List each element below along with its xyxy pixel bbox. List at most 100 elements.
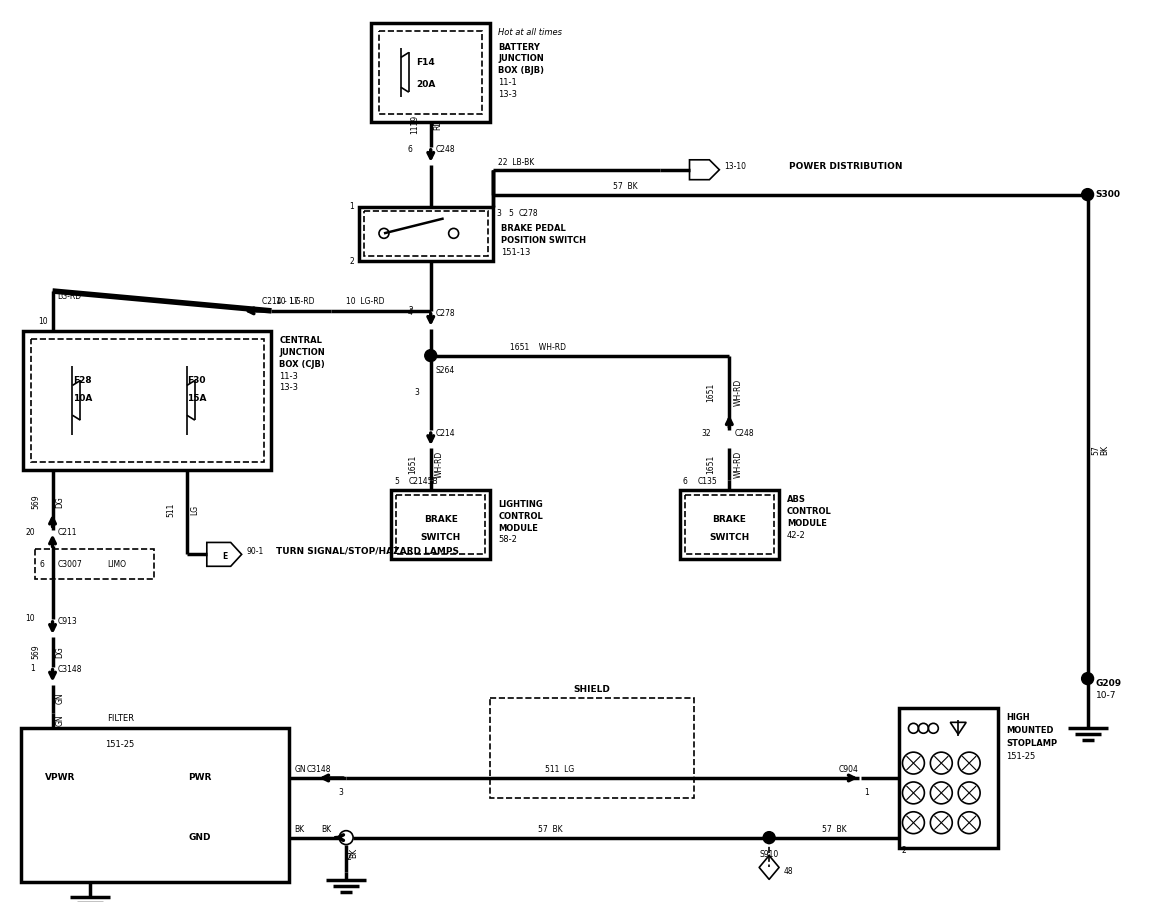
Text: S264: S264 [436,366,455,375]
Text: C278: C278 [436,310,456,319]
Text: 57  BK: 57 BK [822,824,846,834]
Text: GN: GN [55,692,64,704]
Text: DG: DG [55,646,64,658]
Text: 3: 3 [497,208,502,217]
Text: PWR: PWR [189,774,211,783]
Text: 10A: 10A [73,394,93,403]
Text: VPWR: VPWR [46,774,76,783]
Text: F28: F28 [73,376,91,385]
Bar [396,495,485,555]
Text: 11-3: 11-3 [279,371,299,380]
Circle shape [1082,672,1093,684]
Text: LIMO: LIMO [108,560,127,569]
Text: 22  LB-BK: 22 LB-BK [498,157,534,167]
Text: S910: S910 [759,850,778,859]
Text: BK: BK [321,824,332,834]
Text: POWER DISTRIBUTION: POWER DISTRIBUTION [789,162,902,171]
Text: C913: C913 [57,617,77,626]
Text: C135: C135 [697,477,717,486]
Text: G209: G209 [1096,679,1122,688]
Text: C248: C248 [436,146,456,155]
Text: S300: S300 [1096,190,1120,199]
Text: C3007: C3007 [57,560,82,569]
Text: 569: 569 [32,644,41,659]
Text: CONTROL: CONTROL [788,507,832,516]
Text: 6: 6 [408,146,413,155]
Text: 6: 6 [682,477,688,486]
Bar [364,212,489,256]
Text: BRAKE: BRAKE [713,515,747,524]
Text: 13-10: 13-10 [724,162,747,171]
Bar [359,206,493,262]
Text: 5: 5 [394,477,398,486]
Text: 57  BK: 57 BK [613,182,638,191]
Text: GN: GN [294,765,306,774]
Text: 151-13: 151-13 [502,248,531,257]
Text: C278: C278 [518,208,538,217]
Text: 20A: 20A [416,80,436,89]
Text: HIGH: HIGH [1006,713,1030,722]
Text: BRAKE PEDAL: BRAKE PEDAL [502,224,566,233]
Text: 151-25: 151-25 [105,740,135,749]
Text: 2: 2 [349,257,354,266]
Text: JUNCTION: JUNCTION [279,348,325,357]
Bar [684,495,774,555]
Text: BK: BK [1101,445,1110,455]
Text: FILTER: FILTER [107,714,134,723]
Text: 6: 6 [40,560,45,569]
Text: JUNCTION: JUNCTION [498,54,544,63]
Text: RD: RD [434,119,443,129]
Text: WH-RD: WH-RD [435,451,444,478]
Text: 1651: 1651 [408,454,417,473]
Text: GND: GND [189,834,211,843]
Text: 48: 48 [784,867,793,876]
Text: BOX (CJB): BOX (CJB) [279,359,325,368]
Text: 58-2: 58-2 [498,536,517,545]
Circle shape [763,832,775,843]
Text: 57: 57 [1091,445,1101,455]
Text: 1: 1 [29,664,35,673]
Text: 10  LG-RD: 10 LG-RD [346,297,384,306]
Text: MOUNTED: MOUNTED [1006,727,1054,735]
Text: SHIELD: SHIELD [573,684,611,693]
Text: LG: LG [190,505,199,515]
Text: C2145B: C2145B [409,477,438,486]
Text: BRAKE: BRAKE [424,515,457,524]
Text: 511: 511 [166,502,175,517]
Text: BK: BK [349,847,359,858]
Text: GN: GN [55,715,64,726]
Text: 10  LG-RD: 10 LG-RD [277,297,315,306]
Bar [680,490,779,559]
Bar [21,729,289,882]
Text: WH-RD: WH-RD [734,451,742,478]
Text: 32: 32 [702,429,711,438]
Text: C211: C211 [57,528,77,537]
Text: 151-25: 151-25 [1006,752,1035,761]
Bar [490,699,695,798]
Text: POSITION SWITCH: POSITION SWITCH [502,236,586,245]
Text: STOPLAMP: STOPLAMP [1006,739,1057,748]
Text: BOX (BJB): BOX (BJB) [498,66,545,75]
Text: 1651: 1651 [707,383,715,402]
Text: 1: 1 [349,202,354,211]
Bar [35,549,154,579]
Circle shape [424,349,437,362]
Text: 10: 10 [25,614,35,624]
Text: CENTRAL: CENTRAL [279,336,322,345]
Text: WH-RD: WH-RD [734,379,742,406]
Text: 10-7: 10-7 [1096,691,1116,700]
Text: 3: 3 [339,788,343,797]
Text: LIGHTING: LIGHTING [498,500,543,509]
Text: 5: 5 [509,208,513,217]
Text: 569: 569 [32,494,41,509]
Text: MODULE: MODULE [498,524,538,532]
Text: F14: F14 [416,58,435,67]
Text: 2: 2 [347,853,352,862]
Text: SWITCH: SWITCH [709,533,749,542]
Text: 20: 20 [25,528,35,537]
Bar [391,490,490,559]
Text: C248: C248 [735,429,754,438]
Text: C904: C904 [839,765,859,774]
Text: BK: BK [294,824,305,834]
Text: 2: 2 [901,845,906,854]
